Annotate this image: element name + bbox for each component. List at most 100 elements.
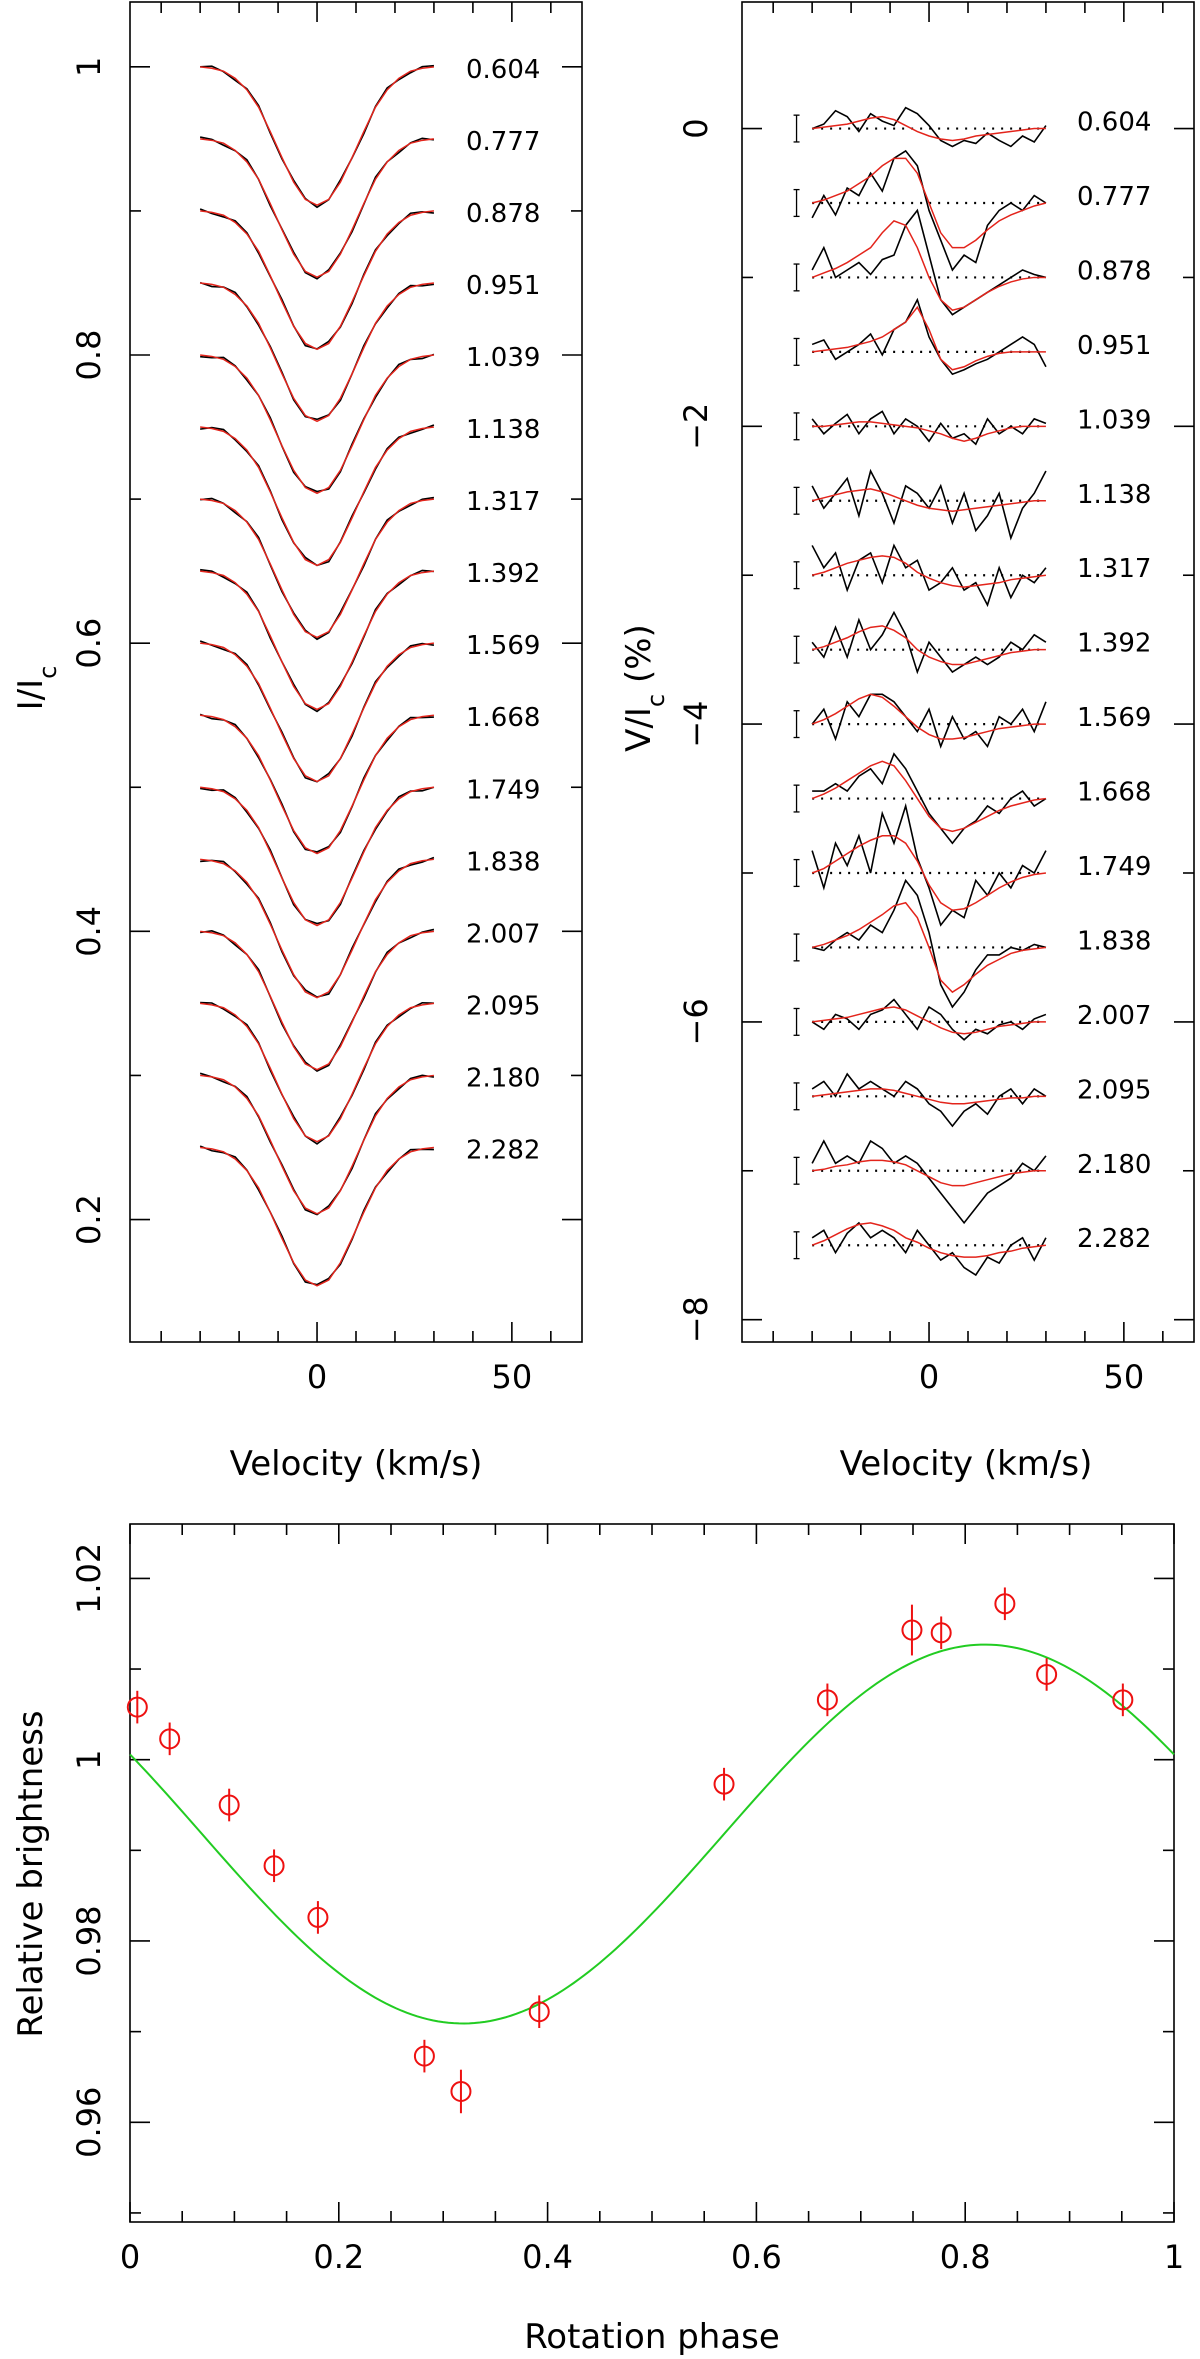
x-tick-label: 0.2 <box>313 2238 364 2276</box>
model-stokes-v <box>812 115 1046 142</box>
data-point <box>126 1696 148 1718</box>
model-stokes-v <box>811 835 1047 911</box>
data-point <box>816 1689 838 1711</box>
model-profile <box>200 282 435 423</box>
observed-stokes-v <box>811 149 1047 272</box>
phase-label: 0.777 <box>1077 182 1151 212</box>
observed-stokes-v <box>811 693 1047 749</box>
phase-label: 1.838 <box>1077 926 1151 956</box>
phase-label: 1.569 <box>1077 703 1151 733</box>
phase-label: 1.392 <box>466 559 540 589</box>
y-axis-label: Relative brightness <box>11 1710 51 2037</box>
y-tick-label: −8 <box>677 1296 715 1343</box>
phase-label: 1.039 <box>1077 405 1151 435</box>
x-tick-label: 50 <box>1104 1358 1145 1396</box>
x-tick-label: 1 <box>1164 2238 1184 2276</box>
data-point <box>901 1619 923 1641</box>
model-stokes-v <box>811 219 1046 312</box>
phase-label: 0.878 <box>466 199 540 229</box>
phase-label: 1.668 <box>466 703 540 733</box>
data-point <box>218 1794 240 1816</box>
y-tick-label: 0.8 <box>70 330 108 381</box>
data-point <box>307 1906 329 1928</box>
stokes-v-panel: 0 50 0 −2 −4 −6 −8 V/Ic (%) Velocity (km/s) 0.604… <box>619 1 1195 1484</box>
phase-label: 1.317 <box>466 487 540 517</box>
y-axis-label: I/Ic <box>11 666 62 711</box>
observed-profile <box>200 928 435 1073</box>
x-tick-label: 0.4 <box>522 2238 573 2276</box>
observed-profile <box>200 424 435 567</box>
phase-label: 0.951 <box>466 271 540 301</box>
observed-stokes-v <box>811 1072 1047 1128</box>
fit-curve <box>129 1643 1175 2025</box>
model-stokes-v <box>812 1088 1046 1105</box>
model-profile <box>200 642 435 783</box>
model-stokes-v <box>811 157 1047 249</box>
observed-stokes-v <box>811 543 1047 608</box>
model-profile <box>200 354 435 495</box>
y-tick-label: 0.2 <box>70 1194 108 1245</box>
data-point <box>1036 1663 1058 1685</box>
light-curve-panel: 0 0.2 0.4 0.6 0.8 1 0.96 0.98 1 1.02 Relative brig… <box>11 1523 1184 2357</box>
y-tick-label: 0.4 <box>70 906 108 957</box>
observed-stokes-v <box>812 752 1047 845</box>
y-tick-label: 0 <box>677 118 715 138</box>
data-point <box>930 1622 952 1644</box>
y-tick-label: 1 <box>70 57 108 77</box>
observed-profile <box>200 496 435 641</box>
y-tick-label: −4 <box>677 701 715 748</box>
phase-label: 1.749 <box>1077 852 1151 882</box>
model-stokes-v <box>811 625 1046 666</box>
phase-label: 0.878 <box>1077 256 1151 286</box>
phase-label: 1.138 <box>466 415 540 445</box>
observed-profile <box>200 568 435 713</box>
x-tick-label: 0 <box>307 1358 327 1396</box>
model-stokes-v <box>811 901 1047 994</box>
y-tick-label: 0.98 <box>70 1905 108 1976</box>
y-axis-label: V/Ic (%) <box>619 624 670 752</box>
model-profile <box>200 786 435 927</box>
phase-label: 2.007 <box>466 919 540 949</box>
observed-profile <box>199 713 434 853</box>
data-point <box>263 1855 285 1877</box>
x-tick-label: 50 <box>492 1358 533 1396</box>
x-axis-label: Velocity (km/s) <box>230 1444 483 1484</box>
x-tick-label: 0.8 <box>940 2238 991 2276</box>
model-profile <box>200 570 435 711</box>
model-stokes-v <box>811 760 1047 833</box>
y-tick-label: −2 <box>677 403 715 450</box>
data-point <box>159 1728 181 1750</box>
phase-label: 1.317 <box>1077 554 1151 584</box>
data-point <box>413 2045 435 2067</box>
data-point <box>713 1773 735 1795</box>
plot-frame <box>129 1523 1175 2223</box>
data-point <box>528 2001 550 2023</box>
phase-label: 2.180 <box>466 1063 540 1093</box>
phase-label: 0.777 <box>466 127 540 157</box>
model-profile <box>200 66 435 206</box>
model-stokes-v <box>812 1006 1046 1035</box>
observed-stokes-v <box>811 208 1047 316</box>
model-profile <box>200 1074 435 1215</box>
phase-label: 1.838 <box>466 847 540 877</box>
model-profile <box>200 498 435 639</box>
phase-label: 0.951 <box>1077 331 1151 361</box>
phase-label: 2.180 <box>1077 1150 1151 1180</box>
data-point <box>450 2080 472 2102</box>
y-tick-label: 1.02 <box>70 1543 108 1614</box>
phase-label: 0.604 <box>466 55 540 85</box>
phase-label: 1.138 <box>1077 480 1151 510</box>
x-axis-label: Velocity (km/s) <box>840 1444 1093 1484</box>
x-tick-label: 0 <box>120 2238 140 2276</box>
phase-label: 1.392 <box>1077 629 1151 659</box>
model-stokes-v <box>811 1222 1047 1258</box>
model-profile <box>200 1146 435 1287</box>
phase-label: 0.604 <box>1077 108 1151 138</box>
observed-stokes-v <box>811 297 1047 376</box>
y-tick-label: 0.96 <box>70 2087 108 2158</box>
observed-profile <box>200 856 435 998</box>
phase-label: 2.095 <box>466 991 540 1021</box>
observed-profile <box>200 1001 434 1145</box>
phase-label: 1.569 <box>466 631 540 661</box>
